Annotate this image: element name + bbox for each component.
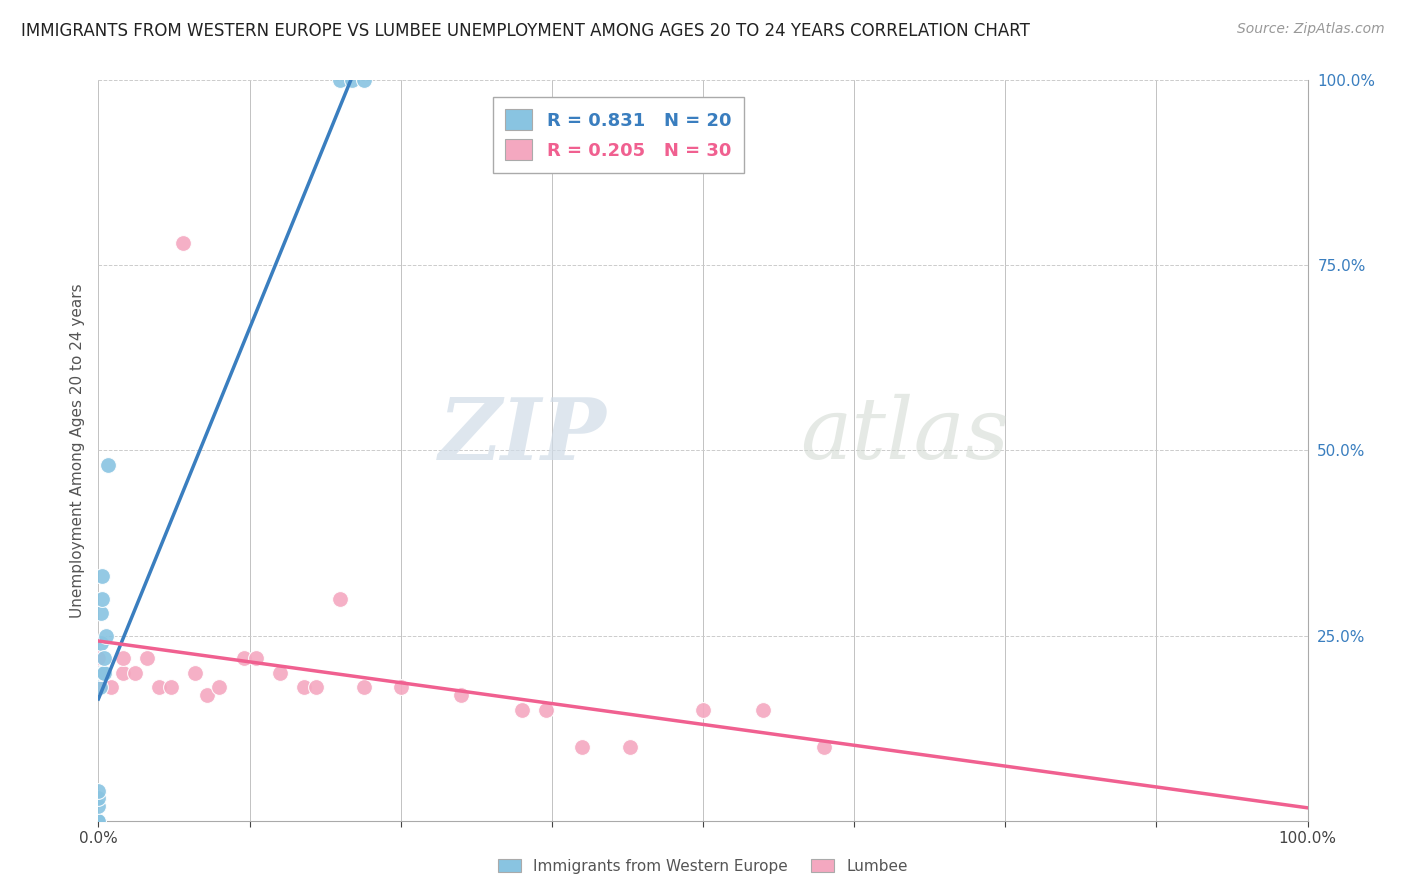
Point — [91, 569, 114, 583]
Point — [87, 814, 110, 828]
Point — [91, 665, 114, 680]
Point — [100, 681, 122, 695]
Point — [94, 628, 117, 642]
Point — [111, 665, 134, 680]
Point — [184, 665, 207, 680]
Point — [329, 73, 352, 87]
Point — [245, 650, 267, 665]
Y-axis label: Unemployment Among Ages 20 to 24 years: Unemployment Among Ages 20 to 24 years — [69, 283, 84, 618]
Point — [292, 681, 315, 695]
Point — [87, 681, 110, 695]
Point — [87, 791, 110, 805]
Point — [87, 784, 110, 798]
Point — [232, 650, 254, 665]
Text: ZIP: ZIP — [439, 394, 606, 477]
Point — [389, 681, 412, 695]
Point — [571, 739, 593, 754]
Point — [135, 650, 157, 665]
Point — [269, 665, 291, 680]
Point — [93, 650, 115, 665]
Point — [342, 73, 364, 87]
Point — [813, 739, 835, 754]
Point — [124, 665, 146, 680]
Legend: Immigrants from Western Europe, Lumbee: Immigrants from Western Europe, Lumbee — [492, 853, 914, 880]
Point — [89, 665, 111, 680]
Point — [305, 681, 328, 695]
Point — [353, 73, 375, 87]
Text: IMMIGRANTS FROM WESTERN EUROPE VS LUMBEE UNEMPLOYMENT AMONG AGES 20 TO 24 YEARS : IMMIGRANTS FROM WESTERN EUROPE VS LUMBEE… — [21, 22, 1031, 40]
Point — [208, 681, 231, 695]
Point — [329, 591, 352, 606]
Point — [87, 650, 110, 665]
Point — [195, 688, 218, 702]
Text: Source: ZipAtlas.com: Source: ZipAtlas.com — [1237, 22, 1385, 37]
Point — [97, 458, 120, 473]
Point — [160, 681, 183, 695]
Legend: R = 0.831   N = 20, R = 0.205   N = 30: R = 0.831 N = 20, R = 0.205 N = 30 — [492, 96, 744, 173]
Point — [752, 703, 775, 717]
Point — [90, 636, 112, 650]
Point — [91, 591, 114, 606]
Point — [692, 703, 714, 717]
Point — [148, 681, 170, 695]
Point — [87, 798, 110, 813]
Point — [87, 665, 110, 680]
Point — [87, 814, 110, 828]
Point — [90, 607, 112, 621]
Point — [111, 650, 134, 665]
Point — [353, 681, 375, 695]
Point — [87, 814, 110, 828]
Point — [450, 688, 472, 702]
Point — [89, 681, 111, 695]
Point — [619, 739, 641, 754]
Text: atlas: atlas — [800, 394, 1010, 477]
Point — [534, 703, 557, 717]
Point — [510, 703, 533, 717]
Point — [93, 665, 115, 680]
Point — [172, 236, 194, 251]
